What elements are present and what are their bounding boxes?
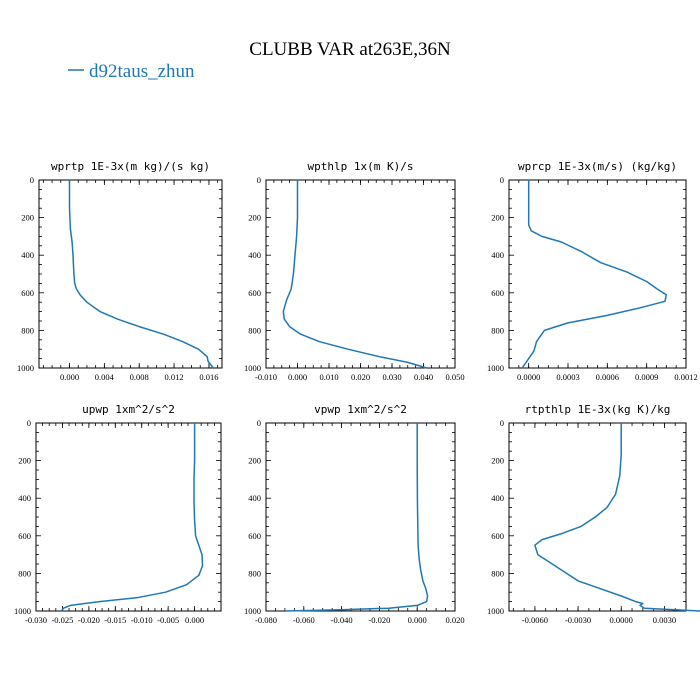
y-tick-label: 0 [500, 418, 504, 428]
y-tick-label: 800 [248, 325, 261, 335]
x-tick-label: 0.020 [351, 372, 370, 382]
plot-frame [508, 179, 687, 369]
x-tick-label: -0.010 [255, 372, 277, 382]
x-tick-label: -0.0060 [522, 615, 548, 625]
y-tick-label: 400 [248, 493, 261, 503]
y-tick-label: 400 [21, 250, 34, 260]
y-tick-label: 1000 [244, 363, 261, 373]
plot-frame [265, 422, 456, 612]
panel-title: upwp 1xm^2/s^2 [82, 403, 175, 416]
x-tick-label: 0.0003 [556, 372, 579, 382]
x-tick-label: -0.010 [131, 615, 153, 625]
x-tick-label: 0.020 [445, 615, 464, 625]
panel-3: wprcp 1E-3x(m/s) (kg/kg) 0 200 400 600 800 100… [487, 160, 698, 382]
figure-title: CLUBB VAR at263E,36N [249, 39, 451, 60]
x-tick-label: 0.050 [445, 372, 464, 382]
y-tick-label: 1000 [17, 363, 34, 373]
y-tick-label: 1000 [487, 606, 504, 616]
y-tick-label: 1000 [244, 606, 261, 616]
y-tick-label: 800 [491, 568, 504, 578]
x-tick-label: 0.016 [199, 372, 218, 382]
y-tick-label: 800 [18, 568, 31, 578]
y-tick-label: 200 [491, 456, 504, 466]
y-tick-label: 0 [257, 418, 261, 428]
x-tick-label: 0.0012 [674, 372, 697, 382]
x-tick-label: -0.020 [368, 615, 390, 625]
y-tick-label: 600 [491, 531, 504, 541]
series-line-d92taus_zhun [68, 180, 214, 369]
y-tick-label: 400 [491, 493, 504, 503]
x-tick-label: 0.012 [165, 372, 184, 382]
plot-frame [265, 179, 456, 369]
panel-title: wprtp 1E-3x(m kg)/(s kg) [51, 160, 210, 173]
x-tick-label: 0.040 [414, 372, 433, 382]
x-tick-label: 0.008 [130, 372, 149, 382]
x-tick-label: -0.005 [157, 615, 179, 625]
y-tick-label: 200 [491, 213, 504, 223]
x-tick-label: 0.0030 [653, 615, 676, 625]
y-tick-label: 400 [491, 250, 504, 260]
x-tick-label: 0.0009 [635, 372, 658, 382]
panel-6: rtpthlp 1E-3x(kg K)/kg 0 200 400 600 800 1000 -… [487, 403, 700, 625]
x-tick-label: 0.000 [185, 615, 204, 625]
series-line-d92taus_zhun [521, 180, 668, 369]
y-tick-label: 800 [491, 325, 504, 335]
x-tick-label: 0.0000 [610, 615, 633, 625]
y-tick-label: 600 [248, 288, 261, 298]
x-tick-label: 0.0006 [596, 372, 619, 382]
y-tick-label: 800 [21, 325, 34, 335]
x-tick-label: -0.040 [331, 615, 353, 625]
x-tick-label: 0.0000 [517, 372, 540, 382]
y-tick-label: 400 [248, 250, 261, 260]
panel-2: wpthlp 1x(m K)/s 0 200 400 600 800 1000-0.010 0… [244, 160, 465, 382]
plot-frame [35, 422, 222, 612]
x-tick-label: -0.015 [104, 615, 126, 625]
series-line-d92taus_zhun [534, 423, 700, 612]
series-line-d92taus_zhun [60, 423, 204, 612]
legend-label: d92taus_zhun [89, 61, 195, 82]
y-tick-label: 800 [248, 568, 261, 578]
plot-frame [508, 422, 687, 612]
y-tick-label: 200 [21, 213, 34, 223]
panel-title: rtpthlp 1E-3x(kg K)/kg [525, 403, 671, 416]
y-tick-label: 0 [30, 175, 34, 185]
y-tick-label: 600 [248, 531, 261, 541]
y-tick-label: 1000 [14, 606, 31, 616]
x-tick-label: 0.004 [95, 372, 115, 382]
series-line-d92taus_zhun [282, 180, 427, 369]
y-tick-label: 0 [257, 175, 261, 185]
panel-1: wprtp 1E-3x(m kg)/(s kg) 0 200 400 600 800 100… [17, 160, 223, 382]
series-line-d92taus_zhun [284, 423, 429, 612]
x-tick-label: -0.020 [78, 615, 100, 625]
plot-frame [38, 179, 223, 369]
y-tick-label: 600 [18, 531, 31, 541]
y-tick-label: 600 [21, 288, 34, 298]
panel-title: wpthlp 1x(m K)/s [308, 160, 414, 173]
x-tick-label: 0.010 [319, 372, 338, 382]
x-tick-label: -0.080 [255, 615, 277, 625]
x-tick-label: 0.030 [382, 372, 401, 382]
y-tick-label: 600 [491, 288, 504, 298]
x-tick-label: -0.0030 [565, 615, 591, 625]
y-tick-label: 400 [18, 493, 31, 503]
panel-5: vpwp 1xm^2/s^2 0 200 400 600 800 1000-0.080 -0.… [244, 403, 465, 625]
x-tick-label: 0.000 [288, 372, 307, 382]
y-tick-label: 200 [18, 456, 31, 466]
x-tick-label: 0.000 [408, 615, 427, 625]
panels: wprtp 1E-3x(m kg)/(s kg) 0 200 400 600 800 100… [14, 160, 700, 625]
panel-title: wprcp 1E-3x(m/s) (kg/kg) [518, 160, 677, 173]
x-tick-label: -0.030 [25, 615, 47, 625]
y-tick-label: 1000 [487, 363, 504, 373]
y-tick-label: 0 [500, 175, 504, 185]
panel-4: upwp 1xm^2/s^2 0 200 400 600 800 1000-0.030 -0.… [14, 403, 222, 625]
legend: d92taus_zhun [68, 61, 195, 82]
y-tick-label: 200 [248, 456, 261, 466]
x-tick-label: 0.000 [60, 372, 79, 382]
x-tick-label: -0.025 [51, 615, 73, 625]
y-tick-label: 200 [248, 213, 261, 223]
panel-title: vpwp 1xm^2/s^2 [314, 403, 407, 416]
x-tick-label: -0.060 [293, 615, 315, 625]
y-tick-label: 0 [27, 418, 31, 428]
